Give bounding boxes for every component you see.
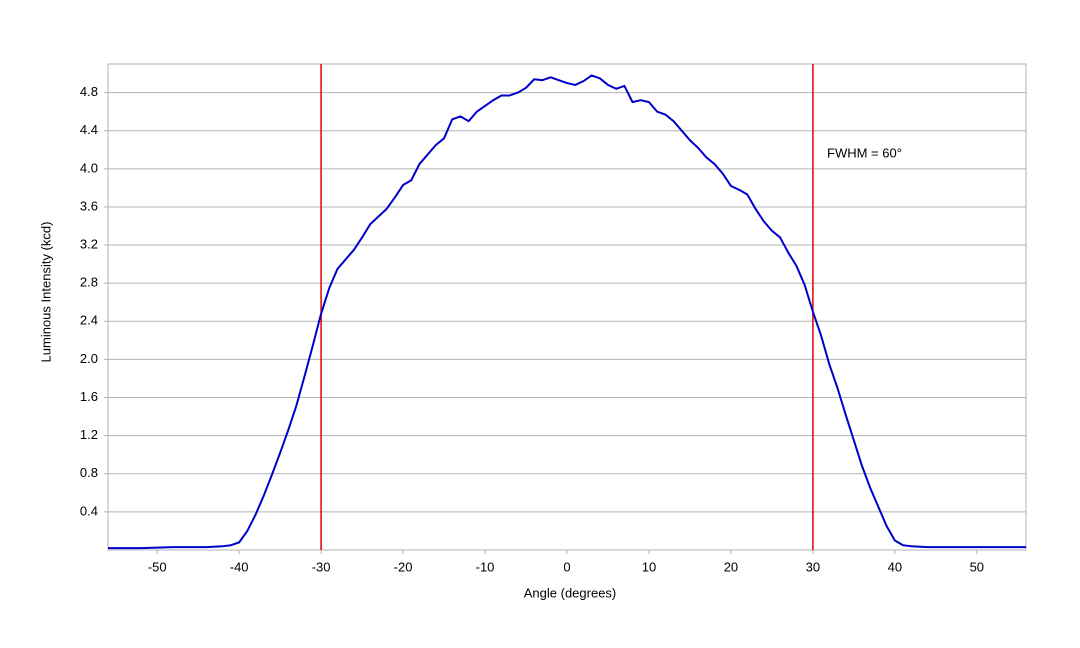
x-tick-label: -50 — [148, 559, 167, 574]
y-tick-label: 3.6 — [80, 198, 98, 213]
x-tick-label: 0 — [563, 559, 570, 574]
annotation: FWHM = 60° — [827, 145, 902, 160]
x-tick-label: 40 — [888, 559, 902, 574]
y-tick-label: 1.2 — [80, 427, 98, 442]
x-tick-label: -30 — [312, 559, 331, 574]
y-tick-label: 2.4 — [80, 313, 98, 328]
x-tick-label: 20 — [724, 559, 738, 574]
y-tick-label: 2.0 — [80, 351, 98, 366]
x-tick-label: -20 — [394, 559, 413, 574]
x-tick-label: 10 — [642, 559, 656, 574]
x-tick-label: 50 — [970, 559, 984, 574]
x-axis-label: Angle (degrees) — [524, 585, 617, 600]
y-tick-label: 3.2 — [80, 236, 98, 251]
data-line — [108, 74, 1026, 550]
x-tick-label: -40 — [230, 559, 249, 574]
y-tick-label: 2.8 — [80, 275, 98, 290]
y-tick-label: 4.8 — [80, 84, 98, 99]
y-tick-label: 0.8 — [80, 465, 98, 480]
x-tick-label: 30 — [806, 559, 820, 574]
y-tick-label: 1.6 — [80, 389, 98, 404]
y-tick-label: 4.4 — [80, 122, 98, 137]
y-axis-label: Luminous Intensity (kcd) — [38, 222, 53, 363]
plot-frame — [107, 63, 1027, 551]
y-tick-label: 0.4 — [80, 503, 98, 518]
y-tick-label: 4.0 — [80, 160, 98, 175]
x-tick-label: -10 — [476, 559, 495, 574]
